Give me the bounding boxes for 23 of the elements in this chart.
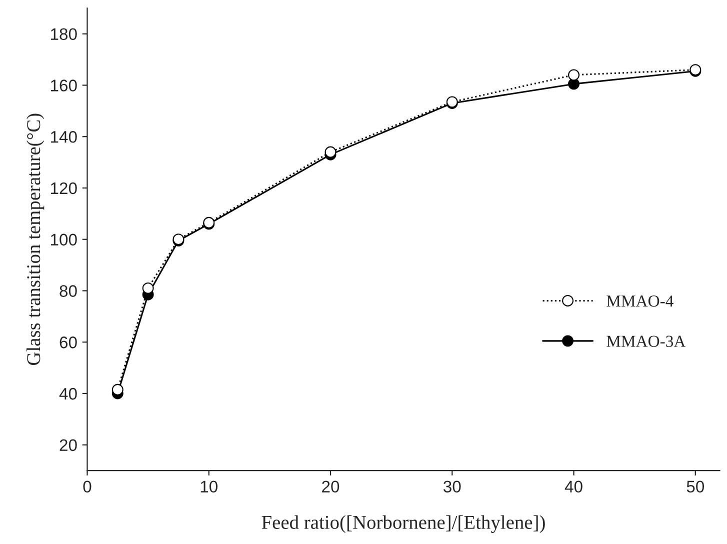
y-tick-label: 120 — [50, 182, 77, 194]
x-tick-label: 40 — [564, 480, 582, 493]
x-axis-title: Feed ratio([Norbornene]/[Ethylene]) — [262, 515, 545, 533]
y-tick-label: 180 — [50, 28, 77, 40]
x-tick-label: 20 — [322, 480, 340, 493]
y-axis-title: Glass transition temperature(°C) — [26, 114, 44, 366]
y-tick-label: 140 — [50, 131, 77, 143]
y-tick-label: 40 — [59, 388, 77, 400]
x-tick-label: 0 — [83, 480, 92, 493]
y-tick-label: 80 — [60, 285, 77, 297]
y-tick-label: 160 — [50, 80, 77, 92]
x-tick-label: 50 — [686, 480, 704, 493]
x-tick-label: 30 — [444, 480, 461, 493]
x-tick-label: 10 — [200, 480, 218, 493]
point — [142, 282, 154, 294]
point — [112, 384, 124, 396]
point — [568, 69, 580, 81]
legend-label: MMAO-4 — [606, 296, 674, 307]
point — [324, 146, 336, 158]
legend-label: MMAO-3A — [606, 336, 686, 347]
y-tick-label: 60 — [60, 336, 77, 348]
y-tick-label: 20 — [60, 439, 77, 452]
y-tick-label: 100 — [50, 234, 77, 246]
